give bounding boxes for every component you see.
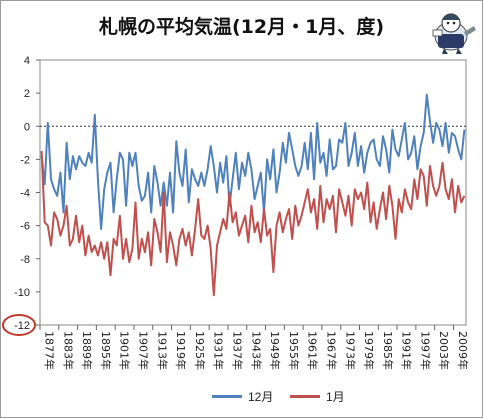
legend-item-jan: 1月 xyxy=(290,388,345,405)
x-tick-label: 1883年 xyxy=(61,331,75,370)
legend-label-dec: 12月 xyxy=(248,390,274,404)
x-tick-label: 1937年 xyxy=(231,331,245,370)
x-tick-label: 1877年 xyxy=(43,331,57,370)
x-tick-label: 1979年 xyxy=(362,331,376,370)
y-tick-label: -10 xyxy=(14,287,30,299)
x-tick-label: 1907年 xyxy=(137,331,151,370)
x-tick-label: 1943年 xyxy=(249,331,263,370)
series-line-jan xyxy=(40,151,466,297)
highlight-circle-icon xyxy=(2,314,36,336)
x-tick-label: 1901年 xyxy=(118,331,132,370)
x-tick-label: 1949年 xyxy=(268,331,282,370)
x-tick-label: 1913年 xyxy=(155,331,169,370)
x-tick-label: 1919年 xyxy=(174,331,188,370)
y-tick-label: 2 xyxy=(24,88,30,100)
x-tick-label: 1925年 xyxy=(193,331,207,370)
legend-item-dec: 12月 xyxy=(212,388,273,405)
x-tick-label: 1931年 xyxy=(212,331,226,370)
y-tick-label: -12 xyxy=(14,320,30,332)
x-tick-label: 2009年 xyxy=(456,331,470,370)
series-line-dec xyxy=(40,93,466,230)
y-tick-label: -6 xyxy=(20,221,30,233)
x-tick-label: 1967年 xyxy=(324,331,338,370)
x-tick-label: 1961年 xyxy=(306,331,320,370)
legend-swatch-dec xyxy=(212,395,242,398)
x-tick-label: 1985年 xyxy=(381,331,395,370)
y-tick-label: 0 xyxy=(24,121,30,133)
x-tick-label: 1889年 xyxy=(80,331,94,370)
x-tick-label: 1997年 xyxy=(418,331,432,370)
x-tick-label: 1955年 xyxy=(287,331,301,370)
y-tick-label: 4 xyxy=(24,55,30,67)
y-tick-label: -8 xyxy=(20,254,30,266)
x-tick-label: 1991年 xyxy=(400,331,414,370)
y-tick-label: -2 xyxy=(20,154,30,166)
chart-title: 札幌の平均気温(12月・1月、度) xyxy=(98,16,385,38)
x-tick-label: 1973年 xyxy=(343,331,357,370)
legend-label-jan: 1月 xyxy=(326,390,345,404)
x-tick-label: 1895年 xyxy=(99,331,113,370)
y-tick-label: -4 xyxy=(20,188,30,200)
x-tick-label: 2003年 xyxy=(437,331,451,370)
legend-swatch-jan xyxy=(290,395,320,398)
